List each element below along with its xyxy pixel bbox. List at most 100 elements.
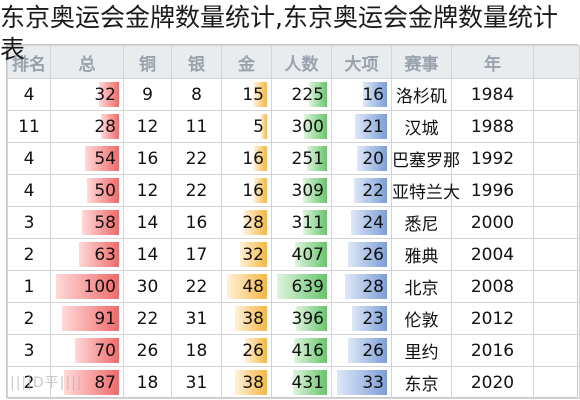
- cell-events-value: 20: [362, 148, 384, 169]
- cell-gold-bar: [244, 210, 267, 235]
- cell-city: 伦敦: [391, 302, 452, 335]
- cell-people-value: 396: [291, 308, 324, 329]
- cell-total-bar: [99, 82, 119, 107]
- cell-blank: [533, 206, 580, 239]
- cell-gold: 16: [221, 142, 272, 175]
- cell-silver: 22: [171, 174, 222, 207]
- cell-people-bar: [309, 82, 327, 107]
- cell-total-value: 58: [94, 212, 116, 233]
- cell-city: 汉城: [391, 110, 452, 143]
- cell-people-bar: [294, 338, 327, 363]
- cell-bronze: 9: [123, 78, 172, 111]
- cell-events: 26: [331, 238, 392, 271]
- cell-blank: [533, 142, 580, 175]
- cell-gold-bar: [254, 146, 267, 171]
- cell-gold-value: 16: [242, 148, 264, 169]
- table-row: 3 70 26 18 26 416 26 里约 2016: [7, 334, 580, 367]
- cell-people-bar: [293, 370, 327, 395]
- header-blank: [533, 45, 580, 79]
- cell-total-value: 63: [94, 244, 116, 265]
- cell-events-value: 22: [362, 180, 384, 201]
- cell-people-value: 416: [291, 340, 324, 361]
- cell-people: 300: [271, 110, 332, 143]
- cell-events-bar: [357, 146, 387, 171]
- cell-city: 悉尼: [391, 206, 452, 239]
- cell-people: 309: [271, 174, 332, 207]
- cell-gold: 26: [221, 334, 272, 367]
- cell-gold: 38: [221, 302, 272, 335]
- cell-rank: 4: [7, 174, 51, 207]
- cell-people-value: 639: [291, 276, 324, 297]
- cell-total: 58: [50, 206, 124, 239]
- cell-gold-bar: [227, 274, 267, 299]
- cell-people-value: 251: [291, 148, 324, 169]
- cell-events: 33: [331, 366, 392, 399]
- cell-total-value: 50: [94, 180, 116, 201]
- cell-bronze: 22: [123, 302, 172, 335]
- cell-total: 32: [50, 78, 124, 111]
- table-row: 11 28 12 11 5 300 21 汉城 1988: [7, 110, 580, 143]
- cell-people: 639: [271, 270, 332, 303]
- cell-events-value: 26: [362, 244, 384, 265]
- cell-total-bar: [75, 338, 119, 363]
- cell-gold-value: 26: [242, 340, 264, 361]
- cell-people-value: 225: [291, 84, 324, 105]
- cell-events-value: 16: [362, 84, 384, 105]
- cell-total-value: 54: [94, 148, 116, 169]
- table-row: 3 58 14 16 28 311 24 悉尼 2000: [7, 206, 580, 239]
- cell-people-value: 311: [291, 212, 324, 233]
- cell-events-bar: [363, 82, 387, 107]
- cell-people-bar: [303, 178, 327, 203]
- cell-rank: 4: [7, 78, 51, 111]
- cell-gold: 15: [221, 78, 272, 111]
- cell-total-bar: [101, 114, 119, 139]
- cell-people-bar: [295, 242, 327, 267]
- cell-people: 431: [271, 366, 332, 399]
- cell-year: 2000: [451, 206, 534, 239]
- cell-silver: 8: [171, 78, 222, 111]
- cell-city: 洛杉矶: [391, 78, 452, 111]
- cell-events-value: 28: [362, 276, 384, 297]
- cell-city: 里约: [391, 334, 452, 367]
- cell-gold-value: 38: [242, 308, 264, 329]
- cell-year: 1984: [451, 78, 534, 111]
- cell-year: 1996: [451, 174, 534, 207]
- cell-blank: [533, 366, 580, 399]
- cell-people-bar: [296, 306, 327, 331]
- cell-bronze: 14: [123, 238, 172, 271]
- cell-gold-bar: [261, 114, 267, 139]
- cell-rank: 3: [7, 334, 51, 367]
- cell-rank: 3: [7, 206, 51, 239]
- cell-total-value: 91: [94, 308, 116, 329]
- cell-gold-bar: [254, 178, 267, 203]
- table-row: 4 50 12 22 16 309 22 亚特兰大 1996: [7, 174, 580, 207]
- cell-silver: 16: [171, 206, 222, 239]
- cell-events-value: 26: [362, 340, 384, 361]
- cell-bronze: 26: [123, 334, 172, 367]
- cell-total: 28: [50, 110, 124, 143]
- cell-total-value: 100: [83, 276, 116, 297]
- cell-gold-value: 15: [242, 84, 264, 105]
- cell-blank: [533, 334, 580, 367]
- cell-total: 100: [50, 270, 124, 303]
- cell-silver: 31: [171, 366, 222, 399]
- cell-events-bar: [345, 274, 387, 299]
- cell-people-value: 300: [291, 116, 324, 137]
- cell-people: 225: [271, 78, 332, 111]
- cell-gold-value: 5: [253, 116, 264, 137]
- cell-gold-bar: [254, 82, 267, 107]
- cell-city: 东京: [391, 366, 452, 399]
- header-rank: 排名: [7, 45, 51, 79]
- cell-total-value: 70: [94, 340, 116, 361]
- cell-gold: 32: [221, 238, 272, 271]
- cell-events-value: 21: [362, 116, 384, 137]
- cell-gold-value: 38: [242, 372, 264, 393]
- cell-blank: [533, 270, 580, 303]
- header-year: 年: [451, 45, 534, 79]
- cell-total: 50: [50, 174, 124, 207]
- cell-year: 2004: [451, 238, 534, 271]
- cell-total: 91: [50, 302, 124, 335]
- cell-year: 1988: [451, 110, 534, 143]
- cell-year: 2012: [451, 302, 534, 335]
- header-gold: 金: [221, 45, 272, 79]
